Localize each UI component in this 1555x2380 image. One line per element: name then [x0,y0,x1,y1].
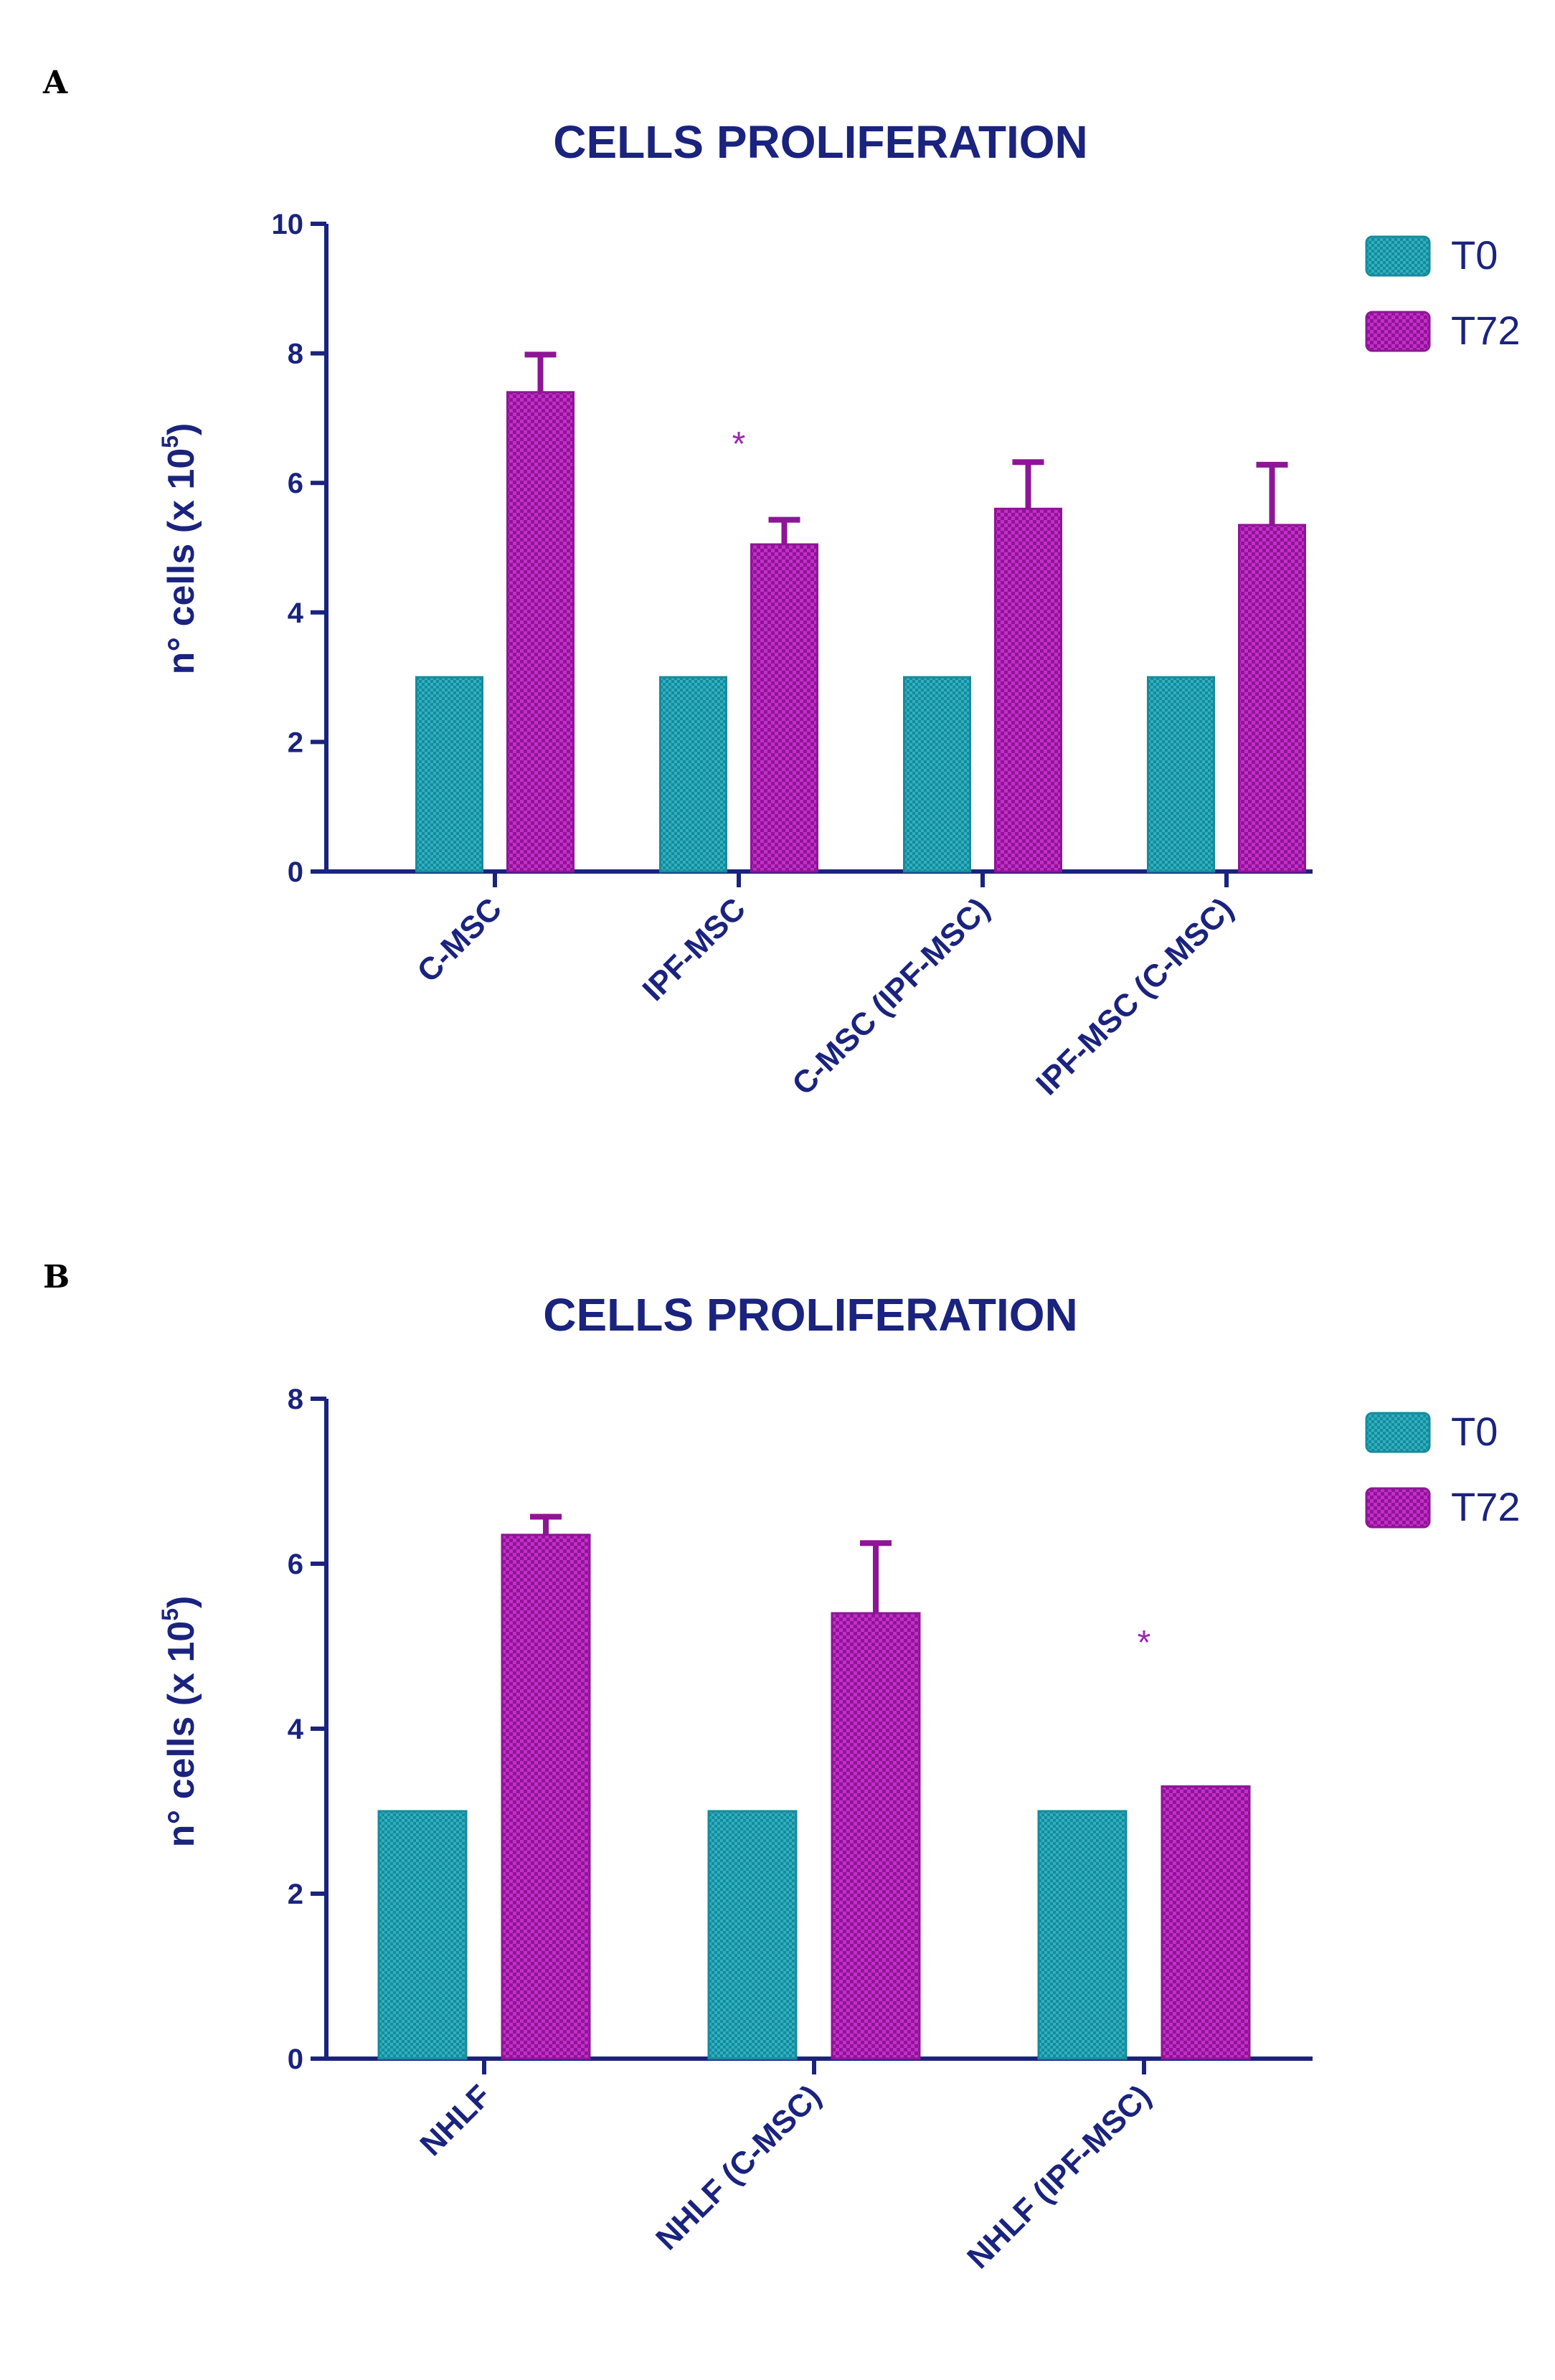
bar-t72 [1161,1785,1251,2060]
x-tick-label: NHLF (C-MSC) [649,2078,828,2257]
bar-t72 [501,1534,591,2060]
y-tick-label: 2 [288,1879,303,1910]
y-axis-label-b: n° cells (x 105) [157,1596,202,1848]
bar-t72 [506,391,575,873]
legend-swatch-t0 [1365,235,1431,277]
bar-t72 [994,507,1062,873]
bar-t0 [659,676,727,873]
legend-swatch-t72 [1365,1487,1431,1529]
y-axis-label-a: n° cells (x 105) [157,423,202,675]
bar-t0 [1147,676,1215,873]
y-tick-label: 4 [288,1714,304,1745]
y-tick-label: 6 [288,468,303,499]
y-tick-label: 8 [288,1384,303,1415]
x-tick-label: IPF-MSC (C-MSC) [1029,891,1240,1102]
x-tick-label: NHLF (IPF-MSC) [960,2078,1158,2275]
y-tick-label: 0 [288,2044,303,2075]
bar-t0 [415,676,483,873]
panel-letter-b: B [43,1259,70,1295]
legend-label-t0: T0 [1451,1409,1498,1454]
y-tick-label: 6 [288,1549,303,1580]
significance-star: * [732,425,746,463]
bar-t72 [1238,524,1306,873]
bar-t0 [377,1810,468,2060]
chart-title-b: CELLS PROLIFERATION [543,1289,1077,1341]
y-tick-label: 0 [288,856,303,888]
chart-title-a: CELLS PROLIFERATION [553,116,1087,168]
chart-panel-a: A CELLS PROLIFERATION n° cells (x 105) 0… [42,65,1521,1102]
bar-t0 [707,1810,798,2060]
legend-label-t72: T72 [1451,308,1521,353]
y-tick-label: 10 [272,209,304,240]
y-tick-label: 8 [288,339,303,370]
legend-label-t0: T0 [1451,232,1498,278]
x-tick-label: IPF-MSC [636,891,753,1008]
x-tick-label: NHLF [413,2078,498,2163]
bar-t0 [1037,1810,1128,2060]
bar-t0 [903,676,971,873]
y-tick-label: 2 [288,727,303,758]
x-tick-label: C-MSC (IPF-MSC) [785,891,996,1102]
chart-panel-b: B CELLS PROLIFERATION n° cells (x 105) 0… [43,1259,1521,2275]
panel-letter-a: A [42,65,68,101]
legend-swatch-t0 [1365,1412,1431,1453]
x-tick-label: C-MSC [410,891,509,989]
legend-swatch-t72 [1365,311,1431,352]
plot-area-b: 0 2 4 6 8 NHLF NHLF (C-MSC) NHLF (IPF-MSC) * T0 T7… [288,1384,1521,2275]
legend-label-t72: T72 [1451,1484,1521,1529]
significance-star: * [1138,1624,1151,1662]
bar-t72 [750,543,818,873]
plot-area-a: 0 2 4 6 8 10 C-MSC IPF-MSC C-MSC (IPF-MSC) IPF-MS… [272,209,1521,1102]
bar-t72 [831,1612,921,2060]
y-tick-label: 4 [288,598,304,629]
